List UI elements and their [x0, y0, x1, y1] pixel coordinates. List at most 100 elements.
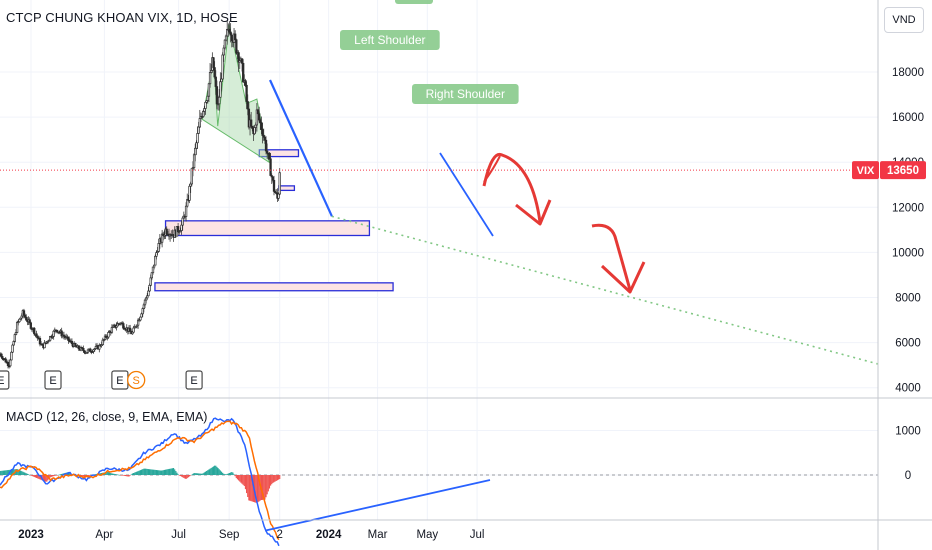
- macd-hist-down: [124, 475, 127, 477]
- macd-hist-down: [49, 475, 51, 478]
- candle-up: [218, 96, 221, 105]
- macd-hist-down: [246, 475, 248, 494]
- macd-hist-up: [69, 473, 71, 475]
- macd-hist-up: [217, 468, 219, 475]
- currency-button[interactable]: VND: [884, 7, 924, 33]
- macd-hist-down: [275, 475, 277, 481]
- candle-up: [110, 327, 114, 333]
- macd-hist-down: [186, 475, 188, 479]
- macd-hist-down: [267, 475, 269, 492]
- macd-hist-up: [137, 471, 139, 475]
- macd-hist-down: [185, 475, 187, 479]
- macd-hist-up: [171, 468, 173, 475]
- candle-down: [240, 58, 244, 64]
- candle-up: [184, 205, 188, 217]
- macd-hist-up: [167, 469, 169, 475]
- candlestick-series: [0, 20, 281, 369]
- macd-hist-up: [107, 472, 110, 475]
- macd-hist-down: [236, 475, 239, 480]
- earnings-marker[interactable]: [0, 370, 10, 390]
- macd-hist-down: [241, 475, 243, 484]
- candle-down: [38, 337, 42, 345]
- candle-down: [212, 57, 215, 68]
- macd-hist-up: [6, 470, 8, 475]
- macd-hist-up: [156, 470, 159, 475]
- price-zones: [154, 149, 394, 292]
- chart-title: CTCP CHUNG KHOAN VIX, 1D, HOSE: [6, 10, 238, 25]
- macd-hist-up: [224, 474, 226, 475]
- macd-hist-down: [43, 475, 46, 482]
- macd-hist-up: [23, 472, 25, 475]
- macd-hist-down: [120, 475, 122, 476]
- candle-up: [13, 334, 16, 342]
- macd-hist-up: [112, 473, 114, 475]
- macd-hist-up: [148, 469, 151, 475]
- macd-hist-up: [203, 472, 205, 475]
- earnings-marker[interactable]: [44, 370, 62, 390]
- neckline: [268, 79, 333, 217]
- macd-hist-up: [195, 473, 197, 475]
- candle-down: [89, 348, 92, 352]
- macd-hist-up: [146, 468, 148, 475]
- price-zone: [154, 282, 394, 292]
- macd-hist-up: [228, 472, 231, 475]
- candle-up: [132, 327, 135, 333]
- macd-hist-up: [27, 474, 30, 475]
- macd-hist-up: [177, 474, 179, 475]
- macd-hist-down: [31, 475, 33, 476]
- macd-hist-up: [152, 469, 154, 475]
- price-zone: [258, 149, 300, 158]
- candle-up: [147, 290, 150, 297]
- candle-up: [142, 304, 146, 309]
- time-tick-label: Sep: [219, 529, 239, 541]
- candle-up: [107, 332, 110, 338]
- macd-hist-down: [178, 475, 180, 476]
- macd-label: MACD (12, 26, close, 9, EMA, EMA): [6, 410, 208, 424]
- macd-hist-down: [243, 475, 245, 487]
- macd-hist-down: [239, 475, 241, 482]
- macd-hist-up: [160, 470, 162, 475]
- candle-down: [268, 153, 271, 160]
- macd-hist-up: [154, 469, 156, 475]
- macd-hist-up: [227, 473, 229, 475]
- candle-up: [222, 47, 225, 56]
- candle-up: [143, 299, 147, 306]
- macd-hist-up: [201, 473, 203, 475]
- macd-hist-up: [19, 470, 22, 475]
- macd-hist-down: [183, 475, 185, 478]
- macd-hist-down: [187, 475, 189, 478]
- candle-up: [219, 81, 222, 98]
- macd-hist-up: [95, 474, 97, 475]
- candle-down: [258, 113, 261, 121]
- candle-up: [197, 126, 200, 134]
- macd-hist-up: [230, 472, 232, 475]
- macd-hist-up: [155, 470, 158, 475]
- macd-hist-up: [110, 473, 112, 475]
- forecast-arrowhead-2: [600, 261, 646, 294]
- macd-hist-up: [222, 472, 224, 475]
- macd-hist-down: [128, 475, 130, 477]
- macd-hist-up: [7, 470, 9, 475]
- macd-hist-up: [18, 470, 21, 475]
- macd-hist-up: [207, 470, 209, 475]
- macd-hist-down: [274, 475, 276, 482]
- macd-hist-up: [194, 473, 196, 475]
- macd-hist-up: [174, 469, 176, 475]
- earnings-marker[interactable]: [185, 370, 203, 390]
- candle-down: [269, 158, 272, 176]
- macd-hist-up: [233, 474, 235, 475]
- right-shoulder-label: Right Shoulder: [426, 87, 505, 101]
- split-marker[interactable]: [127, 370, 146, 390]
- macd-hist-up: [223, 473, 225, 475]
- candle-up: [207, 83, 211, 97]
- candle-down: [67, 336, 70, 341]
- head-and-shoulders-pattern: Left Shoulder Right Shoulder: [201, 0, 519, 164]
- macd-hist-down: [182, 475, 184, 478]
- candle-up: [208, 72, 212, 85]
- left-shoulder-label-bg: [340, 30, 440, 50]
- macd-hist-up: [1, 470, 3, 475]
- candle-up: [139, 316, 142, 321]
